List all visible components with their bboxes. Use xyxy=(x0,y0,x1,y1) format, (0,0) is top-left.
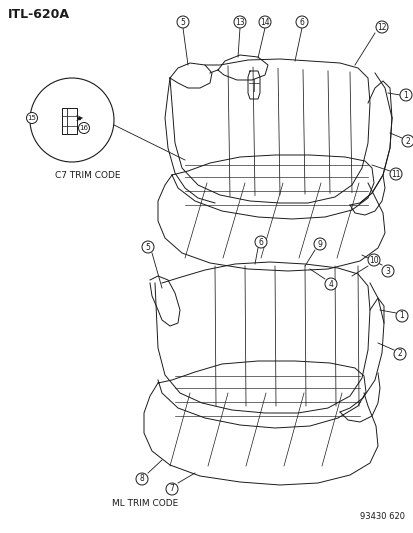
Circle shape xyxy=(295,16,307,28)
Circle shape xyxy=(395,310,407,322)
Circle shape xyxy=(30,78,114,162)
Circle shape xyxy=(381,265,393,277)
Text: 8: 8 xyxy=(139,474,144,483)
Circle shape xyxy=(401,135,413,147)
Circle shape xyxy=(393,348,405,360)
Circle shape xyxy=(313,238,325,250)
Text: C7 TRIM CODE: C7 TRIM CODE xyxy=(55,171,120,180)
Circle shape xyxy=(259,16,271,28)
Text: 16: 16 xyxy=(79,125,88,131)
Circle shape xyxy=(375,21,387,33)
Text: 1: 1 xyxy=(403,91,407,100)
Circle shape xyxy=(142,241,154,253)
Text: 3: 3 xyxy=(385,266,389,276)
Text: 2: 2 xyxy=(405,136,409,146)
Text: 2: 2 xyxy=(396,350,401,359)
Circle shape xyxy=(177,16,189,28)
Circle shape xyxy=(26,112,38,124)
Text: 5: 5 xyxy=(180,18,185,27)
Text: 1: 1 xyxy=(399,311,404,320)
Text: 13: 13 xyxy=(235,18,244,27)
Text: 4: 4 xyxy=(328,279,332,288)
Circle shape xyxy=(166,483,178,495)
Text: 11: 11 xyxy=(390,169,400,179)
Circle shape xyxy=(324,278,336,290)
Circle shape xyxy=(136,473,147,485)
Text: 12: 12 xyxy=(376,22,386,31)
Text: 7: 7 xyxy=(169,484,174,494)
Circle shape xyxy=(233,16,245,28)
Text: 93430 620: 93430 620 xyxy=(359,512,404,521)
Text: ITL-620A: ITL-620A xyxy=(8,8,70,21)
Text: 5: 5 xyxy=(145,243,150,252)
Text: 14: 14 xyxy=(259,18,269,27)
Text: ML TRIM CODE: ML TRIM CODE xyxy=(112,499,178,508)
Circle shape xyxy=(254,236,266,248)
Text: 6: 6 xyxy=(299,18,304,27)
Circle shape xyxy=(399,89,411,101)
Text: 10: 10 xyxy=(368,255,378,264)
Text: 9: 9 xyxy=(317,239,322,248)
Circle shape xyxy=(389,168,401,180)
Text: 15: 15 xyxy=(28,115,36,121)
Text: 6: 6 xyxy=(258,238,263,246)
Circle shape xyxy=(367,254,379,266)
Circle shape xyxy=(78,123,89,133)
